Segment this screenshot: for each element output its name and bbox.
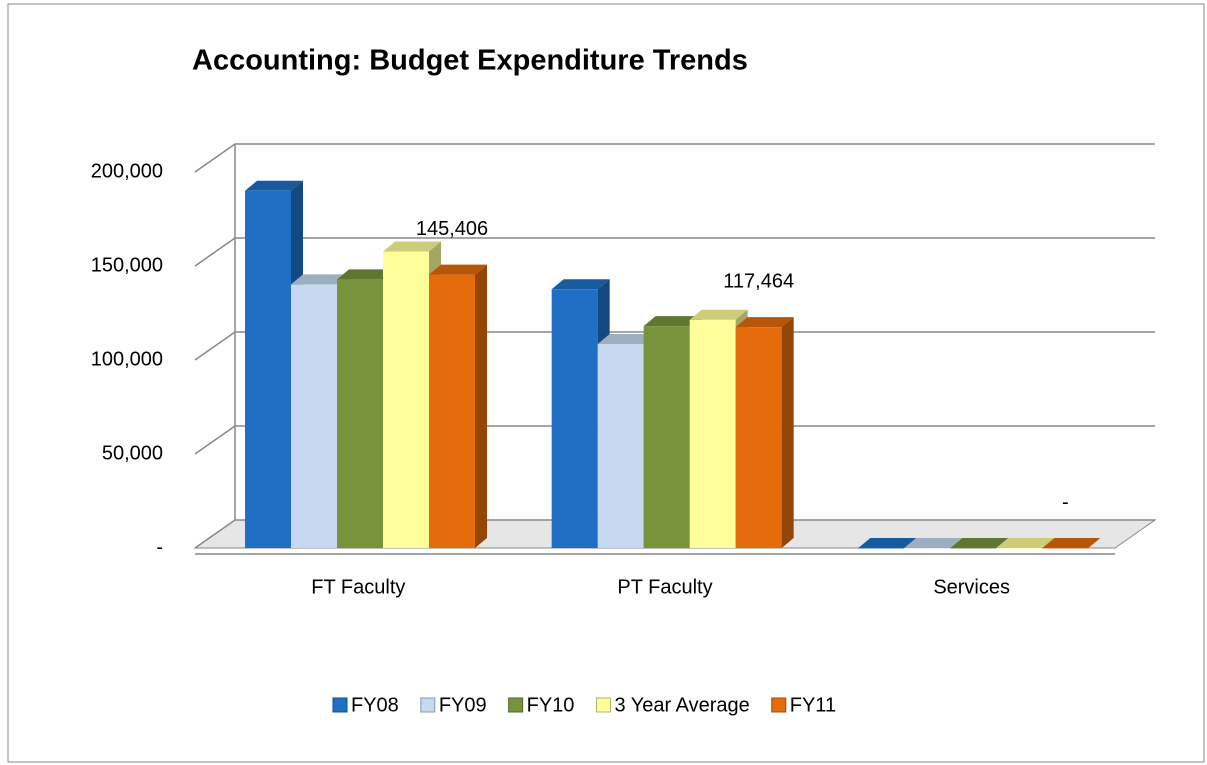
bar	[429, 274, 475, 548]
bar	[291, 284, 337, 548]
legend-swatch	[771, 697, 787, 713]
legend-label: 3 Year Average	[614, 694, 749, 716]
bar	[551, 289, 598, 548]
legend-swatch	[595, 697, 611, 713]
bar-top	[291, 274, 349, 285]
bar-top	[337, 269, 395, 280]
legend-label: FY11	[790, 694, 836, 716]
bar	[689, 319, 736, 548]
legend-swatch	[332, 697, 348, 713]
bar-top	[643, 316, 702, 327]
legend-label: FY08	[351, 694, 399, 716]
bar	[950, 548, 997, 549]
bar	[1042, 548, 1089, 549]
bar-top	[245, 180, 303, 191]
bar-top	[996, 538, 1055, 548]
x-tick-label: PT Faculty	[617, 576, 712, 598]
bar	[597, 344, 644, 548]
bar-top	[597, 334, 656, 345]
legend-label: FY10	[527, 694, 575, 716]
data-label: -	[1062, 491, 1069, 513]
bar-top	[858, 538, 917, 548]
y-tick-label: 50,000	[102, 442, 163, 464]
x-tick-label: FT Faculty	[311, 576, 405, 598]
chart-title: Accounting: Budget Expenditure Trends	[192, 45, 748, 77]
bar-top	[383, 241, 441, 252]
y-tick-label: 150,000	[91, 254, 163, 276]
bar	[383, 251, 429, 549]
bar	[858, 548, 905, 549]
data-label: 117,464	[723, 270, 794, 292]
bar-top	[551, 279, 610, 290]
y-tick-label: -	[156, 536, 163, 558]
bar-top	[429, 264, 487, 275]
bar-top	[689, 309, 748, 320]
bar	[735, 327, 782, 548]
bar	[337, 279, 383, 548]
legend-swatch	[508, 697, 524, 713]
bar	[643, 326, 690, 548]
x-tick-label: Services	[933, 576, 1010, 598]
bar-side	[781, 317, 794, 548]
bar	[245, 190, 291, 549]
bar-top	[1042, 538, 1101, 548]
data-label: 145,406	[416, 218, 488, 240]
y-tick-label: 100,000	[91, 348, 163, 370]
bar-top	[735, 317, 794, 328]
bar	[904, 548, 951, 549]
legend-label: FY09	[439, 694, 487, 716]
bar-top	[950, 538, 1009, 548]
y-tick-label: 200,000	[91, 160, 163, 182]
legend-swatch	[420, 697, 436, 713]
bar	[996, 548, 1043, 549]
bar-side	[475, 264, 487, 548]
bar-top	[904, 538, 963, 548]
